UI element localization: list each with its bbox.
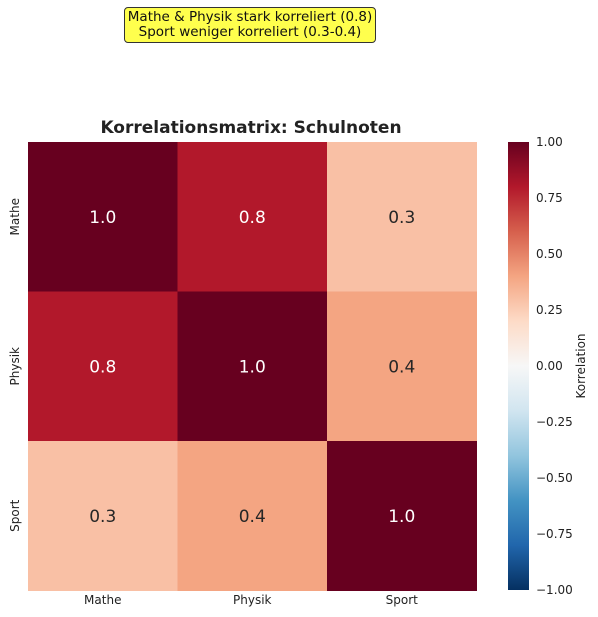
heatmap-cells	[28, 142, 477, 591]
y-tick-labels: Mathe Physik Sport	[8, 198, 22, 532]
heatmap-cell-label: 0.3	[89, 507, 116, 527]
heatmap-cell	[327, 291, 477, 442]
heatmap-cell	[327, 142, 477, 292]
heatmap-cell-label: 1.0	[388, 507, 415, 527]
colorbar-tick-label: −1.00	[536, 583, 573, 597]
heatmap-cell-labels: 1.0 0.8 0.3 0.8 1.0 0.4 0.3 0.4 1.0	[89, 208, 415, 527]
y-tick-label: Mathe	[8, 198, 22, 235]
colorbar-tick-label: −0.50	[536, 471, 573, 485]
colorbar-label: Korrelation	[574, 333, 588, 398]
heatmap-cell-label: 0.4	[388, 357, 415, 377]
colorbar-tick-label: −0.25	[536, 415, 573, 429]
heatmap-cell-label: 0.8	[239, 208, 266, 228]
heatmap-cell	[177, 441, 328, 591]
colorbar-tick-label: −0.75	[536, 527, 573, 541]
heatmap-cell	[177, 291, 328, 442]
annotation-box: Mathe & Physik stark korreliert (0.8) Sp…	[124, 7, 376, 43]
colorbar-tick-label: 0.50	[536, 247, 563, 261]
heatmap-cell	[28, 291, 178, 442]
heatmap-cell-label: 0.8	[89, 357, 116, 377]
x-tick-label: Mathe	[84, 593, 121, 607]
colorbar-tick-label: 0.75	[536, 191, 563, 205]
heatmap-cell-label: 1.0	[239, 357, 266, 377]
heatmap-cell-label: 0.4	[239, 507, 266, 527]
colorbar-tick-label: 0.25	[536, 303, 563, 317]
annotation-line-2: Sport weniger korreliert (0.3-0.4)	[138, 24, 362, 40]
x-tick-label: Sport	[386, 593, 419, 607]
colorbar-ticks: 1.00 0.75 0.50 0.25 0.00 −0.25 −0.50 −0.75 −1.00	[536, 135, 573, 597]
x-tick-label: Physik	[233, 593, 272, 607]
heatmap-cell-label: 1.0	[89, 208, 116, 228]
annotation-line-1: Mathe & Physik stark korreliert (0.8)	[127, 9, 373, 25]
colorbar	[508, 142, 529, 590]
heatmap-cell-label: 0.3	[388, 208, 415, 228]
x-tick-labels: Mathe Physik Sport	[84, 593, 418, 607]
colorbar-tick-label: 0.00	[536, 359, 563, 373]
y-tick-label: Physik	[8, 347, 22, 386]
y-tick-label: Sport	[8, 499, 22, 532]
heatmap-cell	[327, 441, 477, 591]
chart-title: Korrelationsmatrix: Schulnoten	[100, 118, 401, 138]
colorbar-tick-label: 1.00	[536, 135, 563, 149]
heatmap-cell	[28, 441, 178, 591]
heatmap-cell	[28, 142, 178, 292]
heatmap-cell	[177, 142, 328, 292]
